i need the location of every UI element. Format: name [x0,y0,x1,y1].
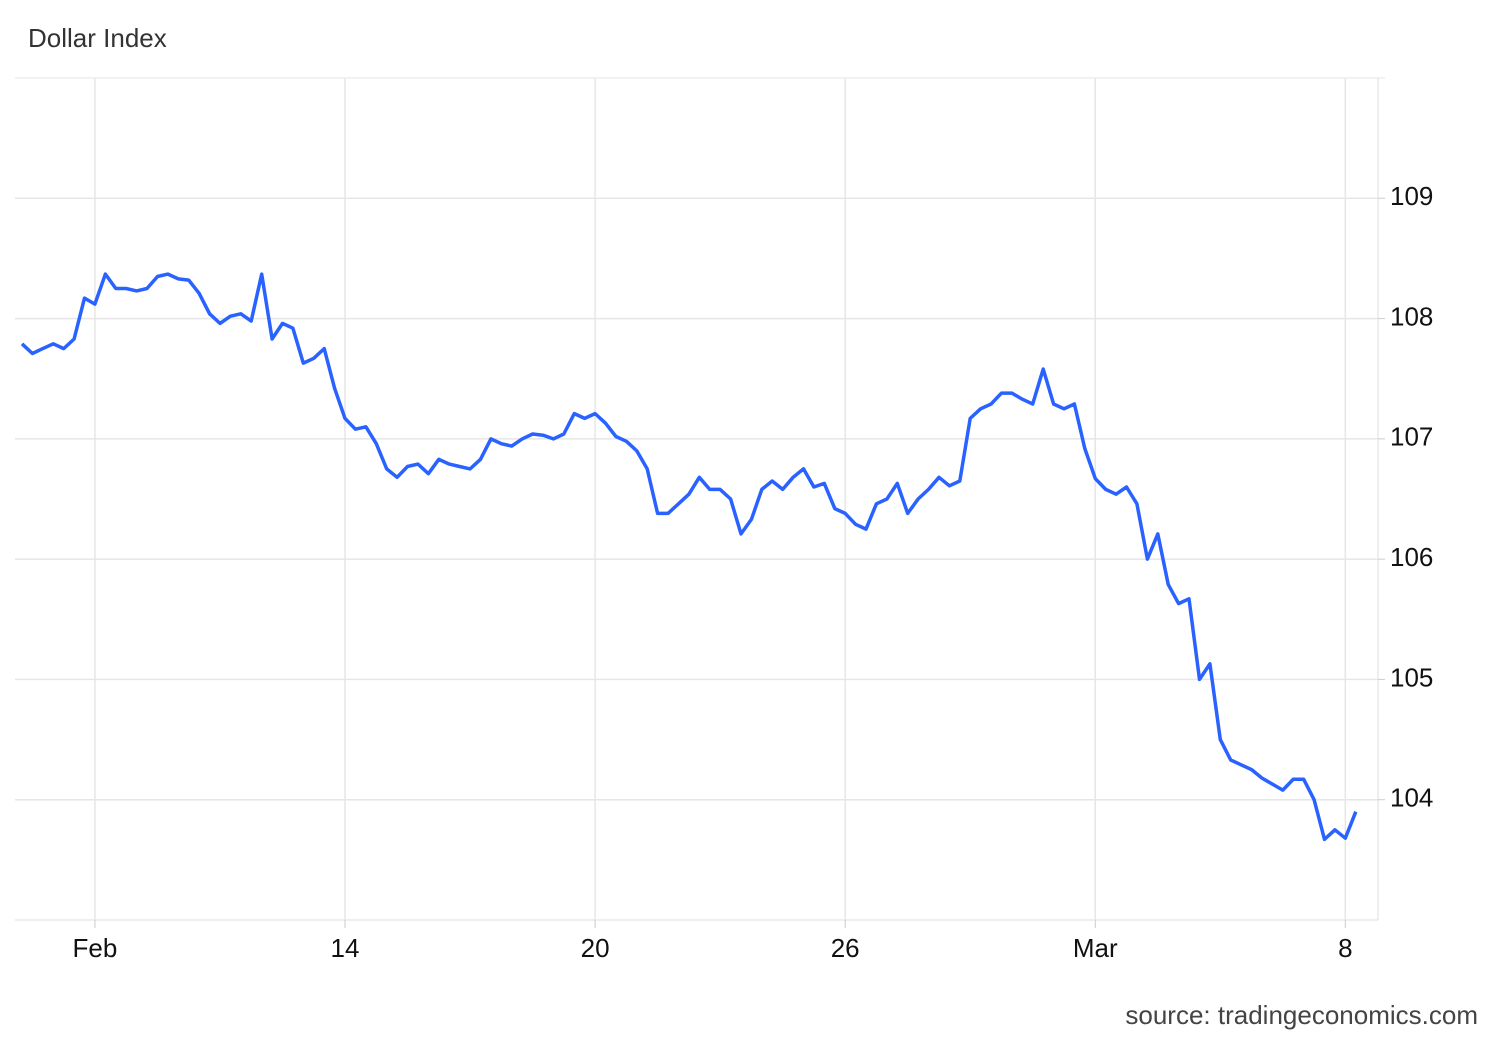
x-tick-label: Feb [73,933,118,963]
source-note: source: tradingeconomics.com [1125,1000,1478,1030]
y-tick-label: 106 [1390,542,1433,572]
x-tick-label: 26 [831,933,860,963]
y-tick-label: 104 [1390,783,1433,813]
x-tick-label: 20 [581,933,610,963]
chart-title: Dollar Index [28,23,167,53]
y-tick-label: 109 [1390,181,1433,211]
y-tick-label: 108 [1390,301,1433,331]
x-tick-label: Mar [1073,933,1118,963]
x-tick-label: 8 [1338,933,1352,963]
y-tick-label: 107 [1390,422,1433,452]
x-tick-label: 14 [331,933,360,963]
y-tick-label: 105 [1390,662,1433,692]
data-line [20,272,1358,842]
